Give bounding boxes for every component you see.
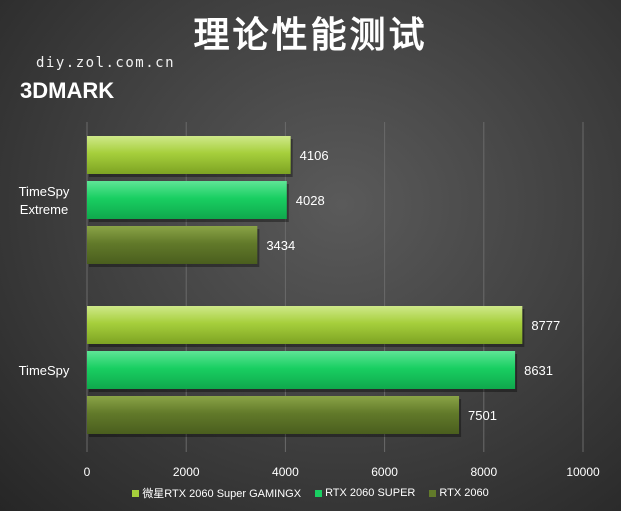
bar-3: [87, 396, 460, 434]
legend-swatch-series-2: [315, 489, 323, 497]
legend-swatch-series-1: [132, 489, 140, 497]
x-tick-label: 8000: [470, 465, 497, 479]
legend-label-series-3: RTX 2060: [439, 487, 489, 499]
x-tick-label: 4000: [272, 465, 299, 479]
bar-value-label: 7501: [468, 408, 497, 423]
bar-2: [87, 351, 516, 389]
x-tick-label: 2000: [173, 465, 200, 479]
legend-item-series-1: 微星RTX 2060 Super GAMINGX: [132, 485, 301, 501]
legend-item-series-2: RTX 2060 SUPER: [315, 485, 415, 501]
chart-title: 理论性能测试: [193, 15, 428, 56]
category-label: Extreme: [20, 202, 68, 217]
bar-value-label: 4028: [296, 193, 325, 208]
bar-value-label: 3434: [266, 238, 295, 253]
x-tick-label: 6000: [371, 465, 398, 479]
legend-label-series-2: RTX 2060 SUPER: [325, 487, 416, 499]
bar-1: [87, 136, 291, 174]
category-label: TimeSpy: [19, 184, 70, 199]
legend: 微星RTX 2060 Super GAMINGX RTX 2060 SUPER …: [0, 485, 621, 501]
bar-value-label: 8631: [524, 363, 553, 378]
bar-value-label: 4106: [300, 148, 329, 163]
bar-value-label: 8777: [531, 318, 560, 333]
x-tick-label: 0: [84, 465, 91, 479]
bar-1: [87, 306, 523, 344]
legend-swatch-series-3: [429, 489, 437, 497]
bars: [87, 136, 525, 437]
bar-2: [87, 181, 287, 219]
legend-item-series-3: RTX 2060: [429, 485, 489, 501]
chart-subtitle: 3DMARK: [20, 78, 115, 103]
category-label: TimeSpy: [19, 363, 70, 378]
x-tick-label: 10000: [566, 465, 600, 479]
bar-3: [87, 226, 258, 264]
legend-label-series-1: 微星RTX 2060 Super GAMINGX: [142, 488, 302, 500]
labels: 0 2000 4000 6000 8000 10000 4106 4028 3434 TimeSp…: [19, 148, 600, 479]
watermark-text: diy.zol.com.cn: [36, 55, 176, 71]
